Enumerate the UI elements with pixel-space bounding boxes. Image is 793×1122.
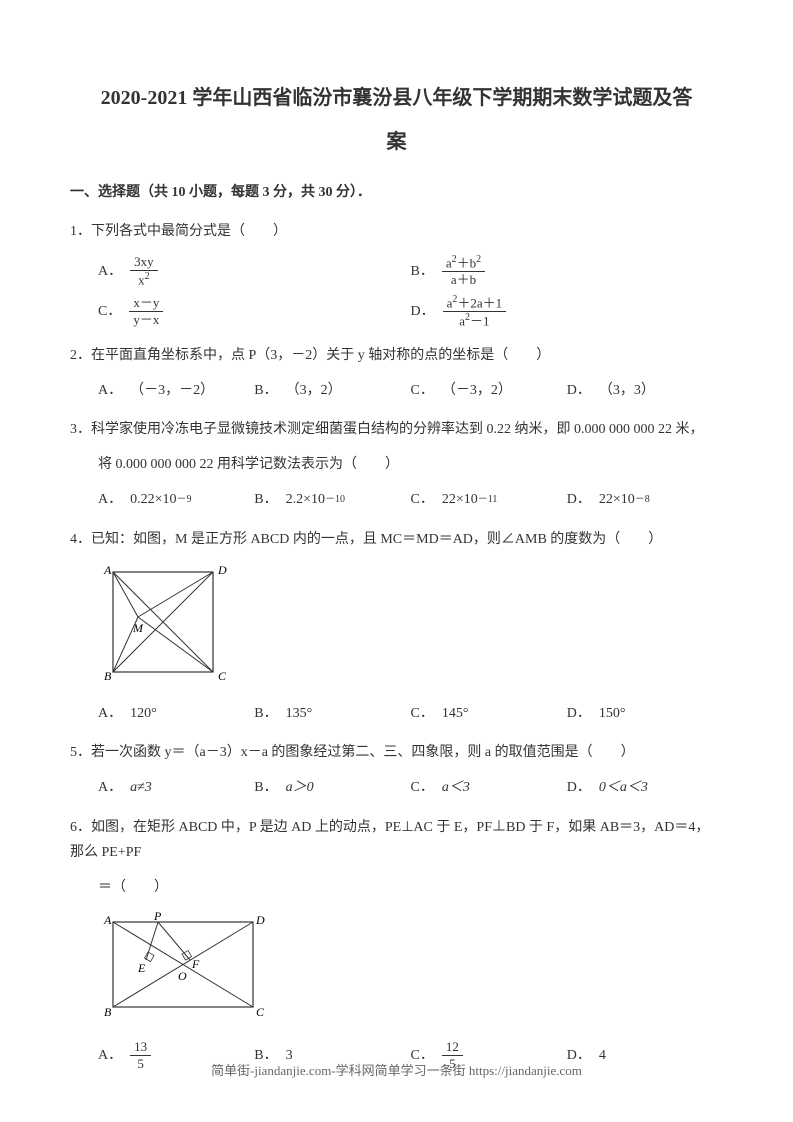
q6-line1: 6．如图，在矩形 ABCD 中，P 是边 AD 上的动点，PE⊥AC 于 E，P… [70,815,723,865]
q4-option-d: D．150° [567,701,723,726]
q1-option-c: C． x－y y－x [98,294,411,329]
q3-option-c: C．22×10－11 [411,487,567,512]
q1-option-b: B． a2＋b2 a＋b [411,254,724,288]
q5-option-d: D．0＜a＜3 [567,775,723,800]
question-6: 6．如图，在矩形 ABCD 中，P 是边 AD 上的动点，PE⊥AC 于 E，P… [70,815,723,1072]
question-3: 3．科学家使用冷冻电子显微镜技术测定细菌蛋白结构的分辨率达到 0.22 纳米，即… [70,417,723,513]
svg-text:B: B [104,1005,112,1019]
q4-option-c: C．145° [411,701,567,726]
q2-option-a: A．（－3，－2） [98,378,254,403]
option-label: A． [98,259,122,284]
svg-text:C: C [218,669,227,682]
square-figure-icon: A D B C M [98,562,248,682]
q3-option-d: D．22×10－8 [567,487,723,512]
q4-option-a: A．120° [98,701,254,726]
q3-option-b: B．2.2×10－10 [254,487,410,512]
question-2: 2．在平面直角坐标系中，点 P（3，－2）关于 y 轴对称的点的坐标是（ ） A… [70,343,723,403]
svg-text:F: F [191,957,200,971]
svg-text:A: A [103,913,112,927]
q2-option-b: B．（3，2） [254,378,410,403]
q5-text: 5．若一次函数 y＝（a－3）x－a 的图象经过第二、三、四象限，则 a 的取值… [70,740,723,765]
option-label: B． [411,259,434,284]
page-title-line1: 2020-2021 学年山西省临汾市襄汾县八年级下学期期末数学试题及答 [70,80,723,116]
svg-text:E: E [137,961,146,975]
page-title-line2: 案 [70,124,723,160]
q1-option-a: A． 3xy x2 [98,254,411,288]
q3-option-a: A．0.22×10－9 [98,487,254,512]
q6-line2: ＝（ ） [70,875,723,900]
q5-option-a: A．a≠3 [98,775,254,800]
fraction: x－y y－x [129,295,163,327]
q2-option-d: D．（3，3） [567,378,723,403]
q6-figure: A D B C P E F O [70,910,723,1029]
q3-line2: 将 0.000 000 000 22 用科学记数法表示为（ ） [70,452,723,477]
svg-text:B: B [104,669,112,682]
q1-text: 1．下列各式中最简分式是（ ） [70,219,723,244]
svg-text:D: D [217,563,227,577]
fraction: a2＋b2 a＋b [442,254,485,288]
fraction: a2＋2a＋1 a2－1 [443,294,507,329]
svg-text:M: M [132,621,144,635]
q3-line1: 3．科学家使用冷冻电子显微镜技术测定细菌蛋白结构的分辨率达到 0.22 纳米，即… [70,417,723,442]
fraction: 3xy x2 [130,254,158,288]
q2-option-c: C．（－3，2） [411,378,567,403]
section-header: 一、选择题（共 10 小题，每题 3 分，共 30 分）． [70,180,723,205]
question-5: 5．若一次函数 y＝（a－3）x－a 的图象经过第二、三、四象限，则 a 的取值… [70,740,723,800]
q5-option-b: B．a＞0 [254,775,410,800]
svg-text:O: O [178,969,187,983]
q4-option-b: B．135° [254,701,410,726]
svg-text:C: C [256,1005,265,1019]
question-4: 4．已知：如图，M 是正方形 ABCD 内的一点，且 MC＝MD＝AD，则∠AM… [70,527,723,727]
q2-text: 2．在平面直角坐标系中，点 P（3，－2）关于 y 轴对称的点的坐标是（ ） [70,343,723,368]
q4-text: 4．已知：如图，M 是正方形 ABCD 内的一点，且 MC＝MD＝AD，则∠AM… [70,527,723,552]
q5-option-c: C．a＜3 [411,775,567,800]
page-footer: 简单街-jiandanjie.com-学科网简单学习一条街 https://ji… [0,1059,793,1082]
svg-text:A: A [103,563,112,577]
question-1: 1．下列各式中最简分式是（ ） A． 3xy x2 B． a2＋b2 a＋b C… [70,219,723,329]
svg-text:D: D [255,913,265,927]
q4-figure: A D B C M [70,562,723,691]
option-label: D． [411,299,435,324]
option-label: C． [98,299,121,324]
svg-text:P: P [153,910,162,923]
rectangle-figure-icon: A D B C P E F O [98,910,278,1020]
q1-option-d: D． a2＋2a＋1 a2－1 [411,294,724,329]
